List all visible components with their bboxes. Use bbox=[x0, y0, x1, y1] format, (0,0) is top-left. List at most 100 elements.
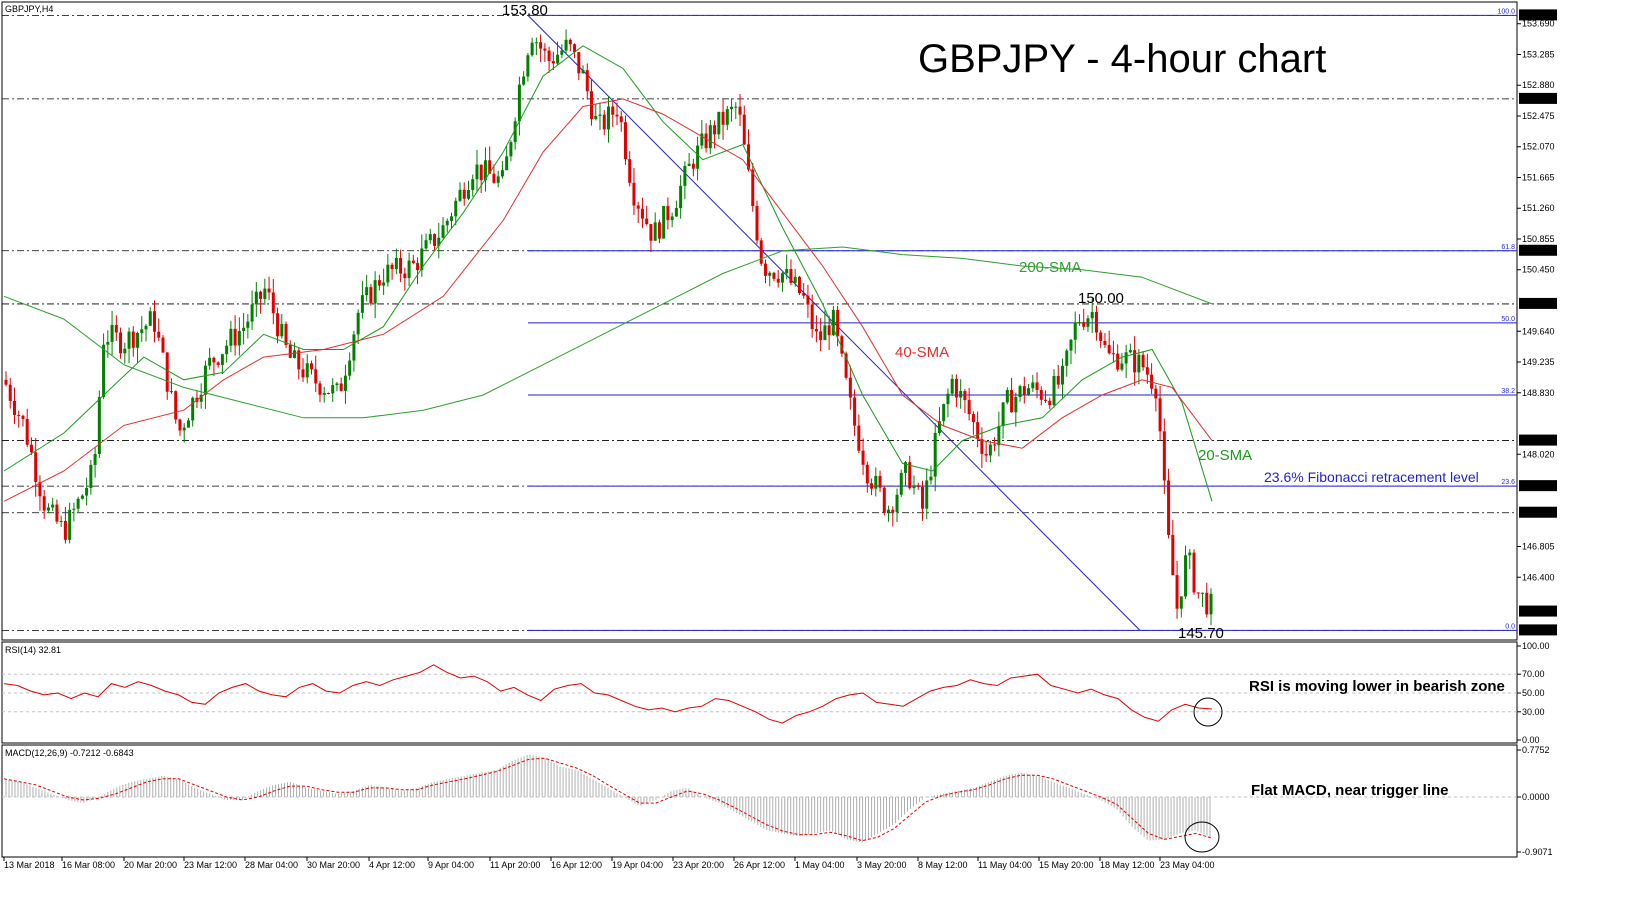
bear-candle bbox=[259, 291, 263, 299]
bear-candle bbox=[339, 383, 343, 391]
fib-label: 23.6% Fibonacci retracement level bbox=[1264, 469, 1479, 485]
bear-candle bbox=[271, 292, 275, 314]
fib-tick-label: 38.2 bbox=[1501, 388, 1515, 395]
bull-candle bbox=[1014, 396, 1018, 413]
bear-candle bbox=[954, 378, 958, 398]
bull-candle bbox=[335, 383, 339, 386]
bear-candle bbox=[916, 485, 920, 487]
bull-candle bbox=[80, 495, 84, 499]
bull-candle bbox=[203, 365, 207, 395]
bull-candle bbox=[394, 257, 398, 270]
time-tick-label: 13 Mar 2018 bbox=[4, 860, 55, 870]
bear-candle bbox=[585, 70, 589, 92]
bear-candle bbox=[216, 362, 220, 365]
bear-candle bbox=[1205, 592, 1209, 615]
bear-candle bbox=[309, 363, 313, 370]
bull-candle bbox=[831, 309, 835, 336]
bull-candle bbox=[653, 222, 657, 241]
rsi-tick-label: 30.00 bbox=[1522, 707, 1545, 717]
bull-candle bbox=[687, 163, 691, 166]
time-tick-label: 1 May 04:00 bbox=[795, 860, 845, 870]
bull-candle bbox=[352, 334, 356, 361]
bull-candle bbox=[225, 345, 229, 355]
bear-candle bbox=[628, 159, 632, 183]
bear-candle bbox=[772, 272, 776, 279]
bear-candle bbox=[25, 418, 29, 445]
bull-candle bbox=[182, 427, 186, 431]
bear-candle bbox=[963, 391, 967, 401]
bull-candle bbox=[208, 357, 212, 366]
bear-candle bbox=[131, 331, 135, 348]
time-tick-label: 18 May 12:00 bbox=[1100, 860, 1155, 870]
bull-candle bbox=[356, 312, 360, 335]
price-tick-label: 148.830 bbox=[1522, 388, 1555, 398]
bear-candle bbox=[742, 114, 746, 145]
bear-candle bbox=[1133, 350, 1137, 373]
bull-candle bbox=[679, 185, 683, 209]
bear-candle bbox=[284, 323, 288, 345]
bull-candle bbox=[1001, 402, 1005, 427]
bull-candle bbox=[768, 272, 772, 276]
bull-candle bbox=[662, 206, 666, 239]
macd-indicator: 0.7752 0.0000 -0.9071 bbox=[2, 745, 1553, 857]
bear-candle bbox=[1107, 345, 1111, 354]
bear-candle bbox=[632, 182, 636, 206]
bear-candle bbox=[233, 328, 237, 346]
bear-candle bbox=[12, 400, 16, 415]
bull-candle bbox=[246, 321, 250, 328]
bear-candle bbox=[645, 218, 649, 225]
bear-candle bbox=[819, 331, 823, 341]
bear-candle bbox=[827, 325, 831, 336]
bull-candle bbox=[1090, 312, 1094, 319]
time-tick-label: 19 Apr 04:00 bbox=[612, 860, 663, 870]
bear-candle bbox=[891, 509, 895, 513]
chart-title: GBPJPY - 4-hour chart bbox=[918, 37, 1326, 81]
price-highlight-label: 150.700 bbox=[1522, 246, 1555, 256]
bear-candle bbox=[1082, 322, 1086, 327]
bull-candle bbox=[72, 508, 76, 510]
bull-candle bbox=[509, 142, 513, 157]
bull-candle bbox=[683, 165, 687, 186]
fibonacci-levels: 100.0 61.8 50.0 38.2 23.6 0.0 bbox=[528, 8, 1517, 631]
bear-candle bbox=[1150, 374, 1154, 389]
sma20-label: 20-SMA bbox=[1198, 447, 1252, 464]
bull-candle bbox=[933, 432, 937, 477]
bull-candle bbox=[959, 391, 963, 398]
bull-candle bbox=[1188, 552, 1192, 556]
rsi-line bbox=[3, 664, 1213, 724]
bull-candle bbox=[1209, 593, 1213, 615]
time-tick-label: 16 Apr 12:00 bbox=[551, 860, 602, 870]
bear-candle bbox=[713, 125, 717, 135]
macd-tick-label: 0.7752 bbox=[1522, 745, 1550, 755]
bull-candle bbox=[1060, 365, 1064, 385]
price-tick-label: 151.665 bbox=[1522, 172, 1555, 182]
bull-candle bbox=[475, 164, 479, 180]
bull-candle bbox=[191, 397, 195, 421]
bear-candle bbox=[165, 352, 169, 392]
bear-candle bbox=[870, 483, 874, 489]
bull-candle bbox=[606, 106, 610, 130]
price-highlight-box bbox=[1519, 605, 1557, 617]
bull-candle bbox=[895, 494, 899, 513]
bear-candle bbox=[971, 414, 975, 423]
bear-candle bbox=[55, 504, 59, 522]
bull-candle bbox=[823, 325, 827, 341]
bear-candle bbox=[1035, 382, 1039, 390]
bear-candle bbox=[611, 106, 615, 115]
bull-candle bbox=[564, 39, 568, 51]
bull-candle bbox=[522, 76, 526, 85]
bear-candle bbox=[1192, 552, 1196, 593]
rsi-tick-label: 0.00 bbox=[1522, 735, 1540, 745]
bull-candle bbox=[517, 84, 521, 122]
bear-candle bbox=[1154, 388, 1158, 399]
bull-candle bbox=[1077, 322, 1081, 324]
bull-candle bbox=[793, 276, 797, 283]
bear-candle bbox=[649, 224, 653, 241]
bear-candle bbox=[1145, 367, 1149, 375]
bear-candle bbox=[1103, 340, 1107, 346]
bear-candle bbox=[1022, 386, 1026, 396]
bear-candle bbox=[157, 331, 161, 338]
bull-candle bbox=[581, 70, 585, 74]
bull-candle bbox=[242, 327, 246, 332]
bull-candle bbox=[382, 282, 386, 286]
